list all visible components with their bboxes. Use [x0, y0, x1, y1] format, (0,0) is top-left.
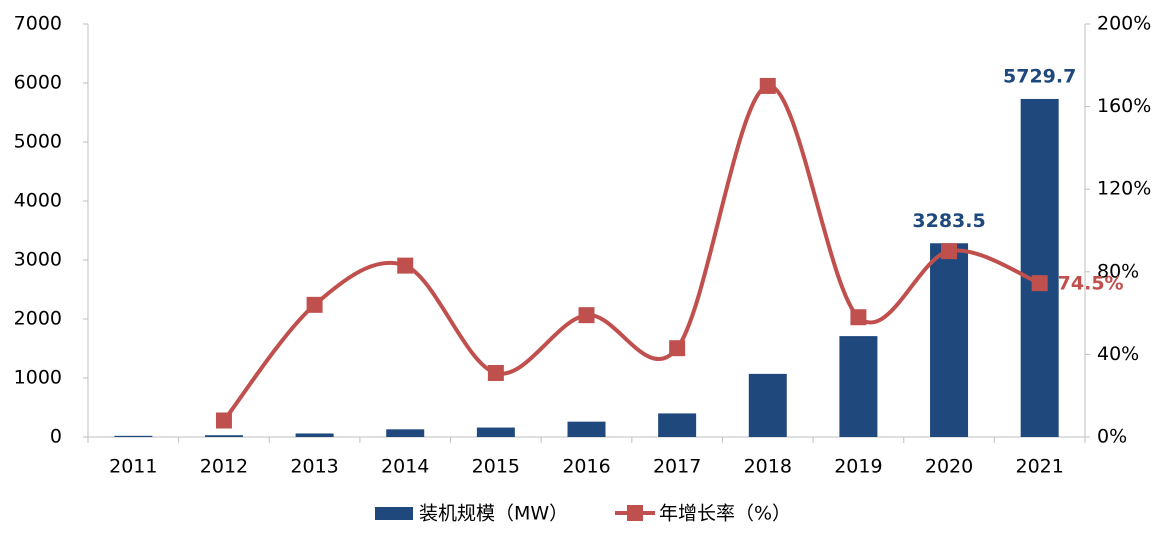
bar	[295, 433, 334, 437]
y-tick-label: 5000	[14, 131, 62, 153]
bar	[567, 421, 606, 437]
bar	[204, 435, 243, 437]
legend-label: 装机规模（MW）	[419, 503, 568, 525]
line-marker	[215, 412, 232, 429]
y-tick-label: 1000	[14, 367, 62, 389]
bar	[386, 429, 425, 437]
bar-value-label: 3283.5	[912, 210, 985, 232]
bar-value-label: 5729.7	[1003, 65, 1076, 87]
line-marker	[669, 340, 686, 357]
line-marker	[850, 309, 867, 326]
legend-label: 年增长率（%）	[659, 503, 791, 525]
y-tick-label: 3000	[14, 249, 62, 271]
line-marker	[941, 243, 958, 260]
x-tick-label: 2011	[109, 456, 157, 478]
y-tick-label: 2000	[14, 308, 62, 330]
y-tick-label: 6000	[14, 72, 62, 94]
x-tick-label: 2016	[562, 456, 610, 478]
y2-tick-label: 200%	[1097, 13, 1151, 35]
bar	[114, 435, 153, 437]
bar	[839, 336, 878, 437]
x-tick-label: 2020	[925, 456, 973, 478]
y2-tick-label: 40%	[1097, 343, 1139, 365]
x-tick-label: 2015	[472, 456, 520, 478]
y2-tick-label: 80%	[1097, 260, 1139, 282]
y-tick-label: 7000	[14, 13, 62, 35]
legend-swatch	[375, 507, 413, 520]
line-marker	[759, 77, 776, 94]
x-tick-label: 2014	[381, 456, 429, 478]
x-tick-label: 2018	[744, 456, 792, 478]
y2-tick-label: 0%	[1097, 426, 1127, 448]
line-marker	[487, 364, 504, 381]
x-tick-label: 2017	[653, 456, 701, 478]
bar	[1020, 98, 1059, 438]
line-marker	[306, 296, 323, 313]
bar	[930, 243, 969, 437]
x-tick-label: 2012	[200, 456, 248, 478]
line	[222, 83, 1041, 422]
line-marker	[1031, 275, 1048, 292]
legend-swatch	[627, 505, 643, 521]
y-tick-label: 4000	[14, 190, 62, 212]
y2-tick-label: 160%	[1097, 95, 1151, 117]
x-tick-label: 2021	[1016, 456, 1064, 478]
bar	[748, 373, 787, 437]
bar	[476, 427, 515, 437]
line-marker	[397, 257, 414, 274]
y-tick-label: 0	[50, 426, 62, 448]
line-value-label: 74.5%	[1058, 273, 1124, 295]
bar	[658, 413, 697, 437]
x-tick-label: 2013	[290, 456, 338, 478]
x-tick-label: 2019	[834, 456, 882, 478]
y2-tick-label: 120%	[1097, 178, 1151, 200]
line-marker	[578, 307, 595, 324]
